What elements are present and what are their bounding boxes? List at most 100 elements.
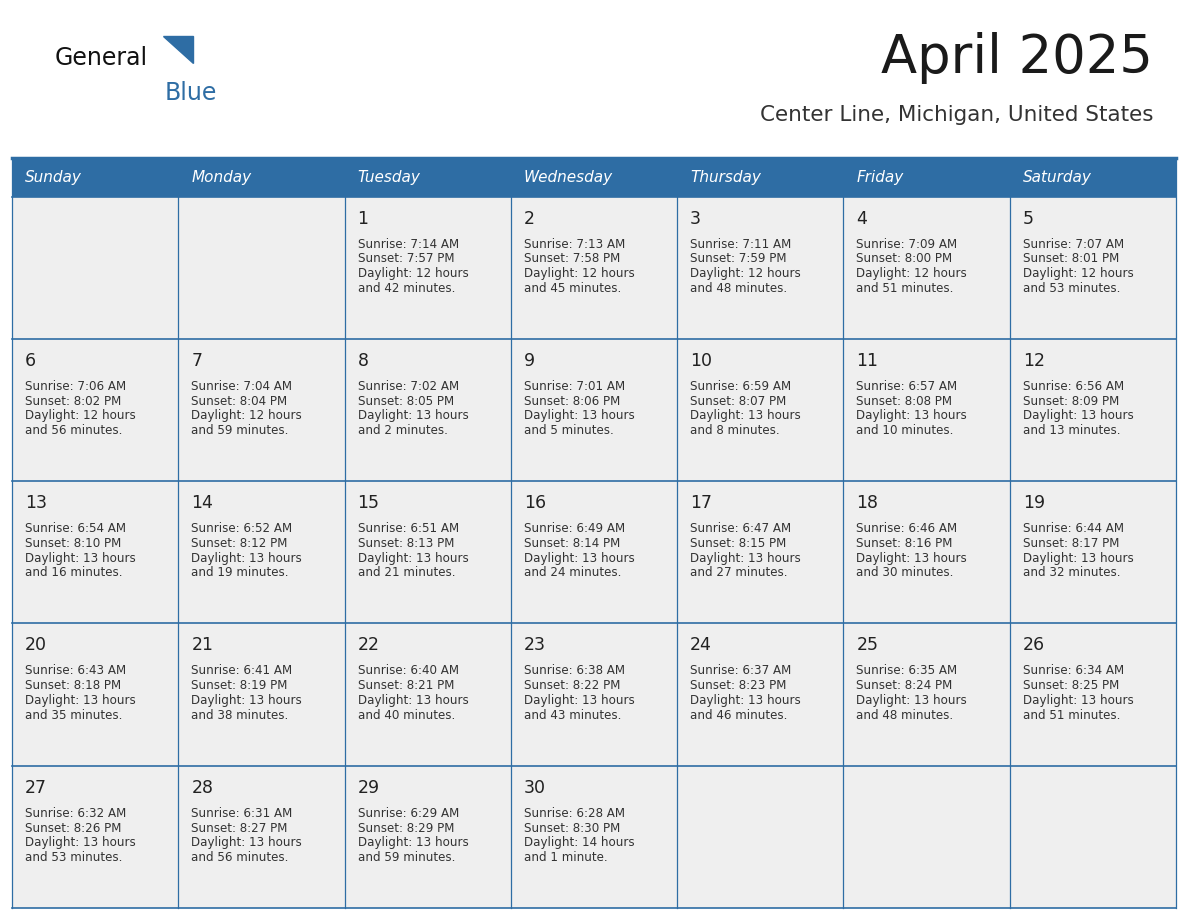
Text: 2: 2: [524, 209, 535, 228]
Text: Sunset: 8:10 PM: Sunset: 8:10 PM: [25, 537, 121, 550]
Text: Sunset: 8:30 PM: Sunset: 8:30 PM: [524, 822, 620, 834]
Text: 23: 23: [524, 636, 545, 655]
Text: Sunset: 8:13 PM: Sunset: 8:13 PM: [358, 537, 454, 550]
Text: 28: 28: [191, 778, 214, 797]
Text: and 24 minutes.: and 24 minutes.: [524, 566, 621, 579]
Text: Daylight: 13 hours: Daylight: 13 hours: [524, 409, 634, 422]
Text: 15: 15: [358, 494, 380, 512]
Text: Sunrise: 6:38 AM: Sunrise: 6:38 AM: [524, 665, 625, 677]
Text: Sunday: Sunday: [25, 170, 82, 185]
Bar: [12, 158, 178, 196]
Text: Center Line, Michigan, United States: Center Line, Michigan, United States: [759, 105, 1154, 125]
Text: Daylight: 13 hours: Daylight: 13 hours: [25, 836, 135, 849]
Text: 14: 14: [191, 494, 213, 512]
Text: Sunset: 8:17 PM: Sunset: 8:17 PM: [1023, 537, 1119, 550]
Text: Daylight: 13 hours: Daylight: 13 hours: [524, 552, 634, 565]
Text: Daylight: 12 hours: Daylight: 12 hours: [524, 267, 634, 280]
Text: Sunset: 8:04 PM: Sunset: 8:04 PM: [191, 395, 287, 408]
Text: Sunset: 8:07 PM: Sunset: 8:07 PM: [690, 395, 786, 408]
Bar: [12, 766, 1176, 908]
Text: Sunrise: 6:59 AM: Sunrise: 6:59 AM: [690, 380, 791, 393]
Text: Daylight: 13 hours: Daylight: 13 hours: [690, 409, 801, 422]
Text: Daylight: 14 hours: Daylight: 14 hours: [524, 836, 634, 849]
Text: and 35 minutes.: and 35 minutes.: [25, 709, 122, 722]
Text: 21: 21: [191, 636, 214, 655]
Text: 24: 24: [690, 636, 712, 655]
Bar: [677, 158, 843, 196]
Text: and 59 minutes.: and 59 minutes.: [358, 851, 455, 864]
Text: and 1 minute.: and 1 minute.: [524, 851, 607, 864]
Text: Sunset: 8:23 PM: Sunset: 8:23 PM: [690, 679, 786, 692]
Text: and 51 minutes.: and 51 minutes.: [857, 282, 954, 295]
Bar: [843, 158, 1010, 196]
Text: 12: 12: [1023, 352, 1044, 370]
Text: and 48 minutes.: and 48 minutes.: [857, 709, 954, 722]
Text: Sunset: 8:09 PM: Sunset: 8:09 PM: [1023, 395, 1119, 408]
Text: and 2 minutes.: and 2 minutes.: [358, 424, 448, 437]
Text: and 10 minutes.: and 10 minutes.: [857, 424, 954, 437]
Text: Sunset: 7:59 PM: Sunset: 7:59 PM: [690, 252, 786, 265]
Text: and 27 minutes.: and 27 minutes.: [690, 566, 788, 579]
Text: 25: 25: [857, 636, 878, 655]
Text: Sunset: 8:16 PM: Sunset: 8:16 PM: [857, 537, 953, 550]
Text: and 53 minutes.: and 53 minutes.: [25, 851, 122, 864]
Text: and 8 minutes.: and 8 minutes.: [690, 424, 779, 437]
Text: Sunrise: 7:06 AM: Sunrise: 7:06 AM: [25, 380, 126, 393]
Text: Sunset: 8:19 PM: Sunset: 8:19 PM: [191, 679, 287, 692]
Bar: [12, 339, 1176, 481]
Text: Daylight: 13 hours: Daylight: 13 hours: [690, 552, 801, 565]
Text: and 56 minutes.: and 56 minutes.: [191, 851, 289, 864]
Text: Sunrise: 6:52 AM: Sunrise: 6:52 AM: [191, 522, 292, 535]
Text: 16: 16: [524, 494, 546, 512]
Text: Saturday: Saturday: [1023, 170, 1092, 185]
Text: Sunrise: 6:31 AM: Sunrise: 6:31 AM: [191, 807, 292, 820]
Text: Sunset: 8:08 PM: Sunset: 8:08 PM: [857, 395, 953, 408]
Text: Sunrise: 6:34 AM: Sunrise: 6:34 AM: [1023, 665, 1124, 677]
Text: Sunrise: 6:28 AM: Sunrise: 6:28 AM: [524, 807, 625, 820]
Text: 4: 4: [857, 209, 867, 228]
Text: 8: 8: [358, 352, 368, 370]
Bar: [178, 158, 345, 196]
Text: and 42 minutes.: and 42 minutes.: [358, 282, 455, 295]
Text: Daylight: 13 hours: Daylight: 13 hours: [191, 694, 302, 707]
Text: Daylight: 12 hours: Daylight: 12 hours: [191, 409, 302, 422]
Text: 7: 7: [191, 352, 202, 370]
Text: Monday: Monday: [191, 170, 252, 185]
Text: and 19 minutes.: and 19 minutes.: [191, 566, 289, 579]
Bar: [511, 158, 677, 196]
Text: and 40 minutes.: and 40 minutes.: [358, 709, 455, 722]
Text: Sunrise: 6:56 AM: Sunrise: 6:56 AM: [1023, 380, 1124, 393]
Text: Sunrise: 6:57 AM: Sunrise: 6:57 AM: [857, 380, 958, 393]
Text: Daylight: 13 hours: Daylight: 13 hours: [25, 694, 135, 707]
Text: 22: 22: [358, 636, 380, 655]
Text: Sunrise: 6:49 AM: Sunrise: 6:49 AM: [524, 522, 625, 535]
Polygon shape: [163, 36, 192, 63]
Text: Sunrise: 6:46 AM: Sunrise: 6:46 AM: [857, 522, 958, 535]
Text: Sunset: 8:01 PM: Sunset: 8:01 PM: [1023, 252, 1119, 265]
Text: Friday: Friday: [857, 170, 904, 185]
Text: Daylight: 13 hours: Daylight: 13 hours: [358, 836, 468, 849]
Text: Sunrise: 6:41 AM: Sunrise: 6:41 AM: [191, 665, 292, 677]
Text: Sunset: 7:58 PM: Sunset: 7:58 PM: [524, 252, 620, 265]
Text: April 2025: April 2025: [881, 32, 1154, 84]
Text: Sunrise: 7:07 AM: Sunrise: 7:07 AM: [1023, 238, 1124, 251]
Text: Sunset: 8:02 PM: Sunset: 8:02 PM: [25, 395, 121, 408]
Text: Sunset: 8:12 PM: Sunset: 8:12 PM: [191, 537, 287, 550]
Text: Sunset: 8:15 PM: Sunset: 8:15 PM: [690, 537, 786, 550]
Text: and 30 minutes.: and 30 minutes.: [857, 566, 954, 579]
Text: Sunset: 8:05 PM: Sunset: 8:05 PM: [358, 395, 454, 408]
Text: and 38 minutes.: and 38 minutes.: [191, 709, 289, 722]
Text: Thursday: Thursday: [690, 170, 762, 185]
Text: and 46 minutes.: and 46 minutes.: [690, 709, 788, 722]
Text: and 59 minutes.: and 59 minutes.: [191, 424, 289, 437]
Text: Sunset: 8:06 PM: Sunset: 8:06 PM: [524, 395, 620, 408]
Text: Sunset: 8:18 PM: Sunset: 8:18 PM: [25, 679, 121, 692]
Text: 1: 1: [358, 209, 368, 228]
Text: 19: 19: [1023, 494, 1044, 512]
Text: and 32 minutes.: and 32 minutes.: [1023, 566, 1120, 579]
Text: Sunrise: 6:54 AM: Sunrise: 6:54 AM: [25, 522, 126, 535]
Text: 3: 3: [690, 209, 701, 228]
Text: Daylight: 12 hours: Daylight: 12 hours: [690, 267, 801, 280]
Text: and 16 minutes.: and 16 minutes.: [25, 566, 122, 579]
Text: Daylight: 13 hours: Daylight: 13 hours: [857, 694, 967, 707]
